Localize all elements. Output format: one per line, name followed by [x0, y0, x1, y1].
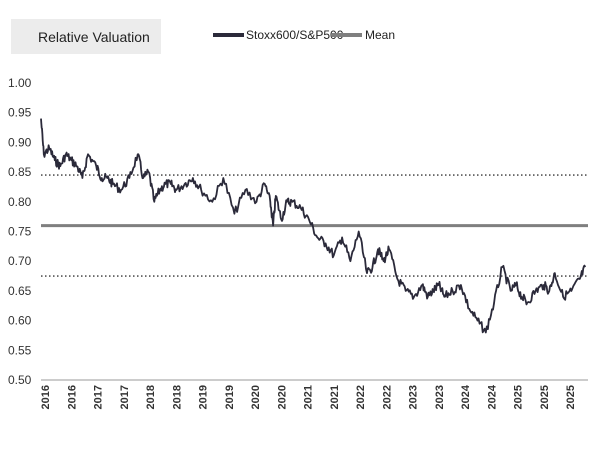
x-tick-label: 2024	[486, 384, 498, 409]
x-tick-label: 2021	[303, 385, 315, 409]
y-tick-label: 0.65	[8, 284, 32, 298]
y-tick-label: 1.00	[8, 76, 32, 90]
x-tick-label: 2022	[355, 385, 367, 409]
x-tick-label: 2020	[276, 385, 288, 409]
legend-label-stoxx: Stoxx600/S&P500	[246, 28, 344, 42]
y-tick-label: 0.95	[8, 106, 32, 120]
y-tick-label: 0.85	[8, 165, 32, 179]
chart-title: Relative Valuation	[38, 29, 150, 45]
y-tick-label: 0.70	[8, 254, 32, 268]
x-tick-label: 2016	[66, 385, 78, 409]
x-tick-label: 2018	[145, 385, 157, 409]
x-axis: 2016 2016 2017 2017 2018 2018 2019 2019 2020 2020…	[40, 384, 577, 409]
x-tick-label: 2018	[171, 385, 183, 409]
x-tick-label: 2019	[224, 385, 236, 409]
x-tick-label: 2025	[513, 385, 525, 409]
legend-label-mean: Mean	[365, 28, 395, 42]
legend: Stoxx600/S&P500 Mean	[213, 28, 395, 42]
y-tick-label: 0.60	[8, 314, 32, 328]
x-tick-label: 2022	[381, 385, 393, 409]
x-tick-label: 2019	[198, 385, 210, 409]
y-axis: 1.00 0.95 0.90 0.85 0.80 0.75 0.70 0.65 0.60 0.55…	[8, 76, 32, 387]
y-tick-label: 0.55	[8, 343, 32, 357]
y-tick-label: 0.50	[8, 373, 32, 387]
x-tick-label: 2021	[329, 385, 341, 409]
y-tick-label: 0.75	[8, 225, 32, 239]
x-tick-label: 2023	[408, 385, 420, 409]
reference-lines	[41, 174, 588, 277]
x-tick-label: 2020	[250, 385, 262, 409]
x-tick-label: 2016	[40, 385, 52, 409]
x-tick-label: 2025	[539, 385, 551, 409]
x-tick-label: 2023	[434, 385, 446, 409]
y-tick-label: 0.80	[8, 195, 32, 209]
x-tick-label: 2024	[460, 384, 472, 409]
x-tick-label: 2025	[565, 385, 577, 409]
chart-title-box	[11, 19, 161, 54]
x-tick-label: 2017	[119, 385, 131, 409]
series-group	[40, 118, 588, 334]
stoxx600-sp500-line	[40, 118, 587, 334]
y-tick-label: 0.90	[8, 135, 32, 149]
x-tick-label: 2017	[93, 385, 105, 409]
